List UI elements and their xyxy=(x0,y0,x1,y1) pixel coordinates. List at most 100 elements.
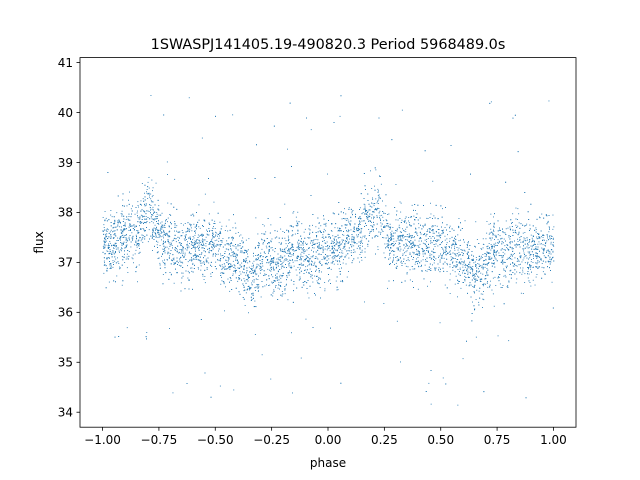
data-point xyxy=(346,238,348,239)
data-point xyxy=(543,248,545,249)
data-point xyxy=(193,237,195,239)
data-point xyxy=(117,248,119,250)
data-point xyxy=(501,262,503,263)
data-point xyxy=(387,236,389,238)
data-point xyxy=(258,286,260,288)
data-point xyxy=(387,214,389,215)
data-point xyxy=(314,243,316,245)
data-point xyxy=(470,269,472,270)
data-point xyxy=(411,204,413,206)
data-point xyxy=(214,228,216,229)
data-point xyxy=(273,269,275,271)
data-point xyxy=(103,241,105,243)
data-point xyxy=(432,229,433,231)
data-point xyxy=(232,260,234,262)
data-point xyxy=(293,281,295,282)
data-point xyxy=(215,261,217,263)
data-point xyxy=(110,267,112,269)
data-point xyxy=(475,221,477,223)
data-point xyxy=(487,263,489,265)
data-point xyxy=(534,243,536,245)
data-point xyxy=(445,250,447,252)
data-point xyxy=(538,236,540,238)
data-point xyxy=(318,247,320,249)
data-point xyxy=(368,229,370,230)
data-point xyxy=(535,229,537,230)
data-point xyxy=(486,271,488,273)
data-point xyxy=(217,259,218,261)
data-point xyxy=(452,242,454,244)
data-point xyxy=(290,267,292,269)
data-point xyxy=(203,261,205,263)
data-point xyxy=(214,240,216,242)
data-point xyxy=(112,250,114,252)
data-point xyxy=(379,176,381,177)
data-point xyxy=(552,228,554,230)
data-point xyxy=(113,247,114,249)
data-point xyxy=(485,238,487,240)
data-point xyxy=(384,226,386,228)
data-point xyxy=(155,229,156,231)
data-point xyxy=(290,259,291,261)
data-point xyxy=(168,235,170,237)
data-point xyxy=(523,245,524,247)
data-point xyxy=(552,214,554,216)
data-point xyxy=(401,109,403,111)
data-point xyxy=(261,263,263,265)
data-point xyxy=(519,272,521,274)
data-point xyxy=(129,219,131,221)
data-point xyxy=(351,244,353,246)
data-point xyxy=(153,227,155,229)
data-point xyxy=(312,244,314,245)
data-point xyxy=(411,246,412,248)
data-point xyxy=(254,334,256,335)
data-point xyxy=(334,227,336,229)
data-point xyxy=(406,260,408,261)
data-point xyxy=(332,261,334,263)
data-point xyxy=(405,236,407,237)
data-point xyxy=(364,256,366,258)
data-point xyxy=(478,304,480,306)
data-point xyxy=(139,216,141,218)
data-point xyxy=(548,215,550,216)
data-point xyxy=(255,246,256,248)
data-point xyxy=(198,235,200,237)
data-point xyxy=(375,198,377,200)
data-point xyxy=(249,260,250,262)
data-point xyxy=(538,241,540,243)
data-point xyxy=(467,270,469,272)
data-point xyxy=(503,255,504,257)
data-point xyxy=(480,248,482,249)
data-point xyxy=(212,253,214,255)
data-point xyxy=(131,213,132,215)
data-point xyxy=(352,252,354,253)
data-point xyxy=(333,250,335,252)
data-point xyxy=(288,255,289,257)
data-point xyxy=(520,263,521,265)
data-point xyxy=(235,232,237,234)
data-point xyxy=(462,266,464,268)
data-point xyxy=(267,260,268,261)
data-point xyxy=(455,253,456,255)
data-point xyxy=(210,396,212,398)
data-point xyxy=(502,231,504,233)
data-point xyxy=(541,247,543,249)
data-point xyxy=(442,241,443,242)
data-point xyxy=(376,202,378,204)
data-point xyxy=(332,241,334,242)
data-point xyxy=(405,265,407,267)
data-point xyxy=(509,246,511,248)
data-point xyxy=(462,270,464,271)
data-point xyxy=(228,244,230,246)
data-point xyxy=(416,232,418,234)
data-point xyxy=(278,271,279,273)
data-point xyxy=(490,244,492,245)
data-point xyxy=(248,285,250,287)
data-point xyxy=(478,290,480,292)
data-point xyxy=(398,224,400,226)
data-point xyxy=(373,205,375,207)
data-point xyxy=(511,226,513,227)
data-point xyxy=(541,213,543,215)
data-point xyxy=(220,283,222,285)
data-point xyxy=(468,258,470,259)
